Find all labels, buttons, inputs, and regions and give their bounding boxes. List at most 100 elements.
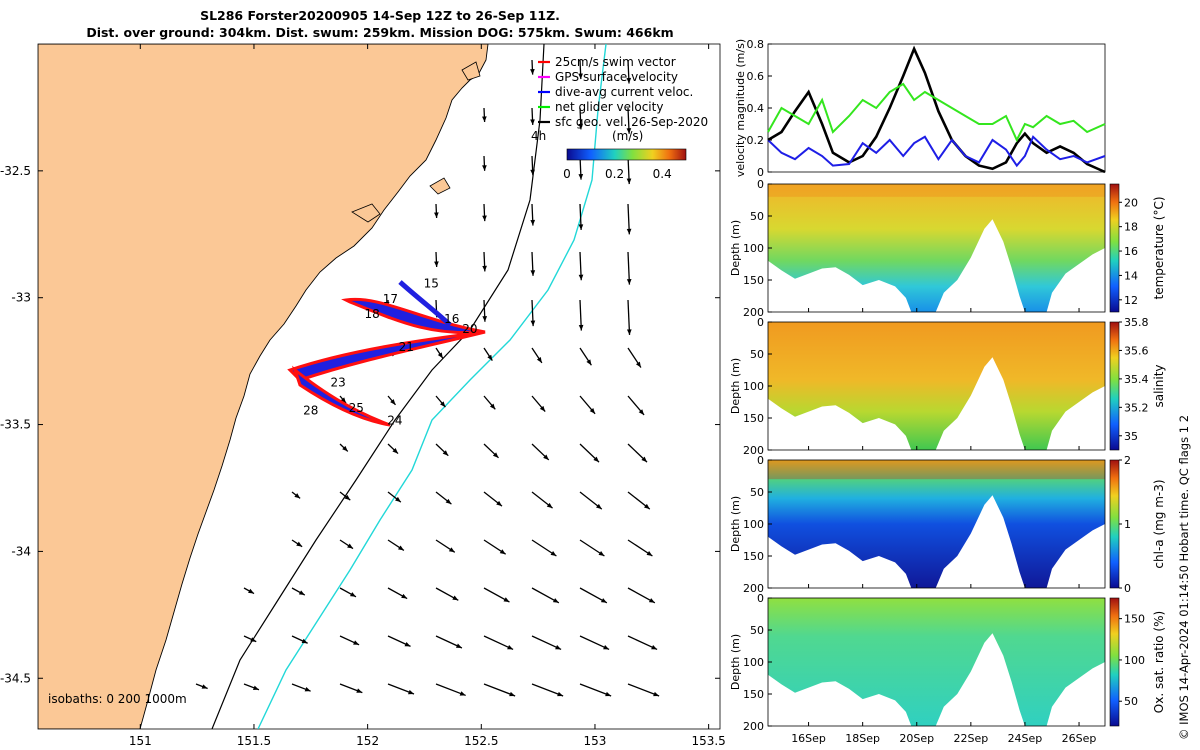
map-xtick-label: 152 (356, 734, 379, 748)
velocity-arrowhead (626, 279, 632, 285)
section-ytick-label: 50 (750, 348, 764, 361)
section-panel-temperature: 0 50 100 150 200 Depth (m) 12 14 16 18 20 temperatu… (729, 178, 1166, 319)
section-ytick-label: 100 (743, 380, 764, 393)
map-xtick-label: 151.5 (237, 734, 271, 748)
velocity-lines (767, 45, 1106, 174)
velocity-arrowhead (442, 450, 449, 456)
velocity-arrowhead (543, 454, 549, 460)
section-ylabel: Depth (m) (729, 496, 742, 552)
legend-entry: sfc geo. vel. 26-Sep-2020 (555, 115, 708, 129)
glider-track-south (291, 365, 391, 427)
track-day-label: 18 (365, 307, 380, 321)
velocity-arrowhead (404, 641, 411, 647)
velocity-arrowhead (552, 598, 559, 603)
velocity-arrowhead (482, 265, 487, 272)
legend-entry: 25cm/s swim vector (555, 55, 676, 69)
velocity-arrowhead (546, 502, 553, 509)
time-xtick-label: 20Sep (899, 732, 934, 745)
velocity-arrowhead (296, 541, 303, 547)
velocity-arrowhead (626, 77, 632, 84)
velocity-arrow (531, 683, 564, 697)
velocity-arrowhead (482, 165, 487, 171)
velocity-arrowhead (201, 684, 208, 689)
coast-inlet (429, 177, 451, 195)
section-field (768, 184, 1105, 312)
velocity-arrowhead (578, 274, 584, 281)
velocity-arrowhead (356, 688, 363, 693)
map-xtick-label: 153 (584, 734, 607, 748)
velocity-arrowhead (530, 270, 536, 276)
velocity-arrowhead (646, 551, 653, 557)
track-day-label: 20 (462, 322, 477, 336)
velocity-arrowhead (482, 116, 487, 122)
velocity-arrowhead (452, 595, 459, 601)
velocity-series-line (767, 45, 1106, 174)
section-ytick-label: 50 (750, 624, 764, 637)
velocity-ytick-label: 0 (757, 166, 764, 179)
velocity-arrowhead (555, 644, 562, 650)
velocity-arrowhead (648, 598, 655, 603)
velocity-arrowhead (578, 123, 584, 130)
section-colorbar (1109, 321, 1120, 451)
section-ytick-label: 100 (743, 518, 764, 531)
section-panel-salinity: 0 50 100 150 200 Depth (m) 35 35.2 35.4 35.6 35.8 s… (729, 316, 1166, 457)
velocity-arrowhead (390, 399, 396, 405)
section-ytick-label: 150 (743, 550, 764, 563)
velocity-arrowhead (593, 456, 599, 463)
section-ytick-label: 0 (757, 178, 764, 191)
coast-inlet (351, 203, 381, 223)
section-ylabel: Depth (m) (729, 220, 742, 276)
velocity-arrowhead (440, 401, 446, 408)
section-ytick-label: 0 (757, 316, 764, 329)
velocity-arrowhead (578, 174, 584, 180)
map-ytick-label: -34.5 (0, 671, 31, 685)
colorbar-tick-label: 35.8 (1124, 316, 1149, 329)
velocity-ytick-label: 0.2 (747, 134, 765, 147)
section-ytick-label: 150 (743, 688, 764, 701)
track-day-label: 16 (444, 312, 459, 326)
map-ytick-label: -33 (11, 291, 31, 305)
time-xtick-label: 22Sep (953, 732, 988, 745)
section-ytick-label: 200 (743, 306, 764, 319)
velocity-arrowhead (347, 543, 354, 549)
colorbar-label: salinity (1152, 364, 1166, 407)
map-xtick-label: 152.5 (464, 734, 498, 748)
map-xtick-label: 151 (129, 734, 152, 748)
velocity-arrow (483, 683, 516, 697)
map-ytick-label: -34 (11, 544, 31, 558)
map-colorbar (566, 148, 687, 161)
velocity-arrowhead (489, 403, 496, 410)
section-ytick-label: 200 (743, 582, 764, 595)
velocity-arrow (627, 299, 631, 335)
velocity-ticks: 0 0.2 0.4 0.6 0.8 (747, 38, 772, 179)
velocity-arrowhead (557, 691, 564, 697)
isobath-legend: isobaths: 0 200 1000m (48, 692, 187, 706)
velocity-arrowhead (340, 397, 347, 404)
colorbar-tick-label: 50 (1124, 695, 1138, 708)
section-field (768, 460, 1105, 588)
section-ytick-label: 50 (750, 210, 764, 223)
velocity-arrowhead (392, 448, 399, 454)
velocity-arrowhead (605, 691, 612, 697)
map-ytick-label: -32.5 (0, 164, 31, 178)
section-ytick-label: 200 (743, 720, 764, 733)
velocity-arrowhead (536, 357, 542, 363)
velocity-arrowhead (397, 545, 404, 551)
colorbar-tick-label: 150 (1124, 613, 1145, 626)
velocity-arrowhead (651, 644, 658, 650)
velocity-arrowhead (350, 592, 356, 597)
colorbar-label: chl-a (mg m-3) (1152, 479, 1166, 568)
section-ytick-label: 100 (743, 242, 764, 255)
velocity-arrowhead (496, 500, 502, 507)
coast-inlet (461, 61, 481, 81)
section-panel-oxygen: 0 50 100 150 200 Depth (m) 50 100 150 Ox. sat. ra… (729, 592, 1166, 745)
track-day-label: 23 (330, 376, 345, 390)
colorbar-tick-label: 14 (1124, 269, 1138, 282)
velocity-arrowhead (499, 549, 506, 555)
velocity-arrowhead (626, 128, 632, 134)
velocity-arrowhead (304, 687, 311, 692)
